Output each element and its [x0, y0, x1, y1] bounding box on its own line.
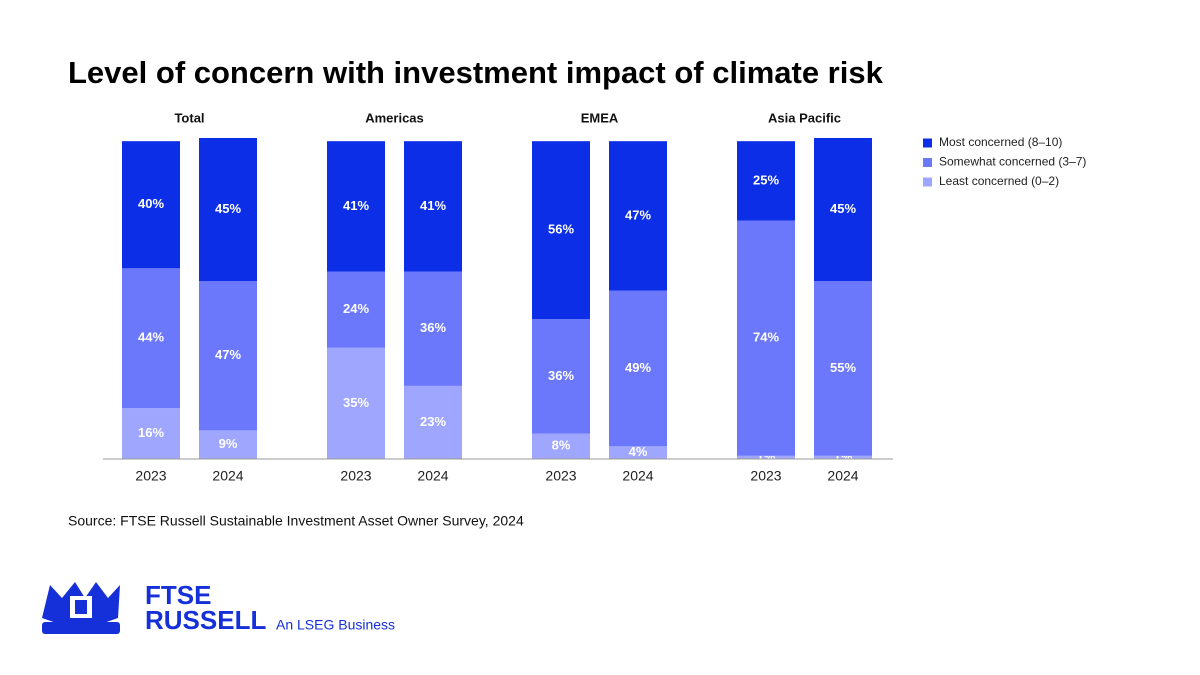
x-tick-label: 2023 — [545, 468, 576, 484]
legend-label: Least concerned (0–2) — [939, 174, 1059, 188]
x-tick-label: 2024 — [622, 468, 653, 484]
bar-segment — [737, 141, 795, 221]
x-tick-label: 2023 — [340, 468, 371, 484]
legend-swatch — [923, 138, 932, 148]
legend-swatch — [923, 158, 932, 167]
logo-tagline: An LSEG Business — [276, 617, 395, 633]
bar-segment — [814, 455, 872, 459]
x-tick-label: 2023 — [135, 468, 166, 484]
bar-segment — [404, 141, 462, 272]
logo-text: RUSSELL — [145, 605, 266, 635]
group-label: Asia Pacific — [768, 110, 841, 125]
bar-segment — [122, 268, 180, 409]
group-label: EMEA — [581, 110, 619, 125]
bar-segment — [327, 347, 385, 459]
data-label: 41% — [420, 198, 446, 213]
data-label: 25% — [753, 172, 779, 187]
data-label: 56% — [548, 222, 574, 237]
data-label: 35% — [343, 395, 369, 410]
data-label: 24% — [343, 301, 369, 316]
bar-segment — [532, 141, 590, 320]
bar-segment — [199, 138, 257, 282]
legend-swatch — [923, 177, 932, 187]
data-label: 47% — [215, 347, 241, 362]
data-label: 9% — [219, 436, 238, 451]
data-label: 41% — [343, 198, 369, 213]
data-label: 8% — [552, 438, 571, 453]
bar-segment — [609, 141, 667, 291]
bar-segment — [122, 141, 180, 269]
data-label: 45% — [215, 201, 241, 216]
data-label: 16% — [138, 425, 164, 440]
bar-segment — [327, 271, 385, 348]
x-tick-label: 2023 — [750, 468, 781, 484]
logo-crest — [42, 582, 120, 634]
source-note: Source: FTSE Russell Sustainable Investm… — [68, 513, 524, 529]
data-label: 36% — [548, 368, 574, 383]
bar-segment — [122, 408, 180, 459]
data-label: 47% — [625, 207, 651, 222]
data-label: 74% — [753, 330, 779, 345]
legend-label: Somewhat concerned (3–7) — [939, 155, 1086, 169]
logo-text: FTSE — [145, 580, 211, 610]
bar-segment — [609, 290, 667, 447]
bar-segment — [609, 446, 667, 459]
bar-segment — [532, 433, 590, 459]
chart-title: Level of concern with investment impact … — [68, 55, 884, 90]
data-label: 55% — [830, 360, 856, 375]
group-label: Americas — [365, 110, 424, 125]
bar-segment — [532, 319, 590, 434]
x-tick-label: 2024 — [212, 468, 243, 484]
data-label: 40% — [138, 196, 164, 211]
bar-segment — [737, 455, 795, 459]
bar-segment — [814, 138, 872, 282]
data-label: 23% — [420, 414, 446, 429]
legend-label: Most concerned (8–10) — [939, 135, 1062, 149]
x-tick-label: 2024 — [827, 468, 858, 484]
bar-segment — [404, 385, 462, 459]
data-label: 44% — [138, 330, 164, 345]
x-tick-label: 2024 — [417, 468, 448, 484]
bar-segment — [199, 430, 257, 459]
data-label: 49% — [625, 360, 651, 375]
data-label: 4% — [629, 444, 648, 459]
bar-segment — [327, 141, 385, 272]
bar-segment — [814, 281, 872, 456]
group-label: Total — [174, 110, 204, 125]
data-label: 45% — [830, 201, 856, 216]
data-label: 36% — [420, 320, 446, 335]
bar-segment — [737, 220, 795, 456]
bar-segment — [199, 281, 257, 431]
bar-segment — [404, 271, 462, 386]
